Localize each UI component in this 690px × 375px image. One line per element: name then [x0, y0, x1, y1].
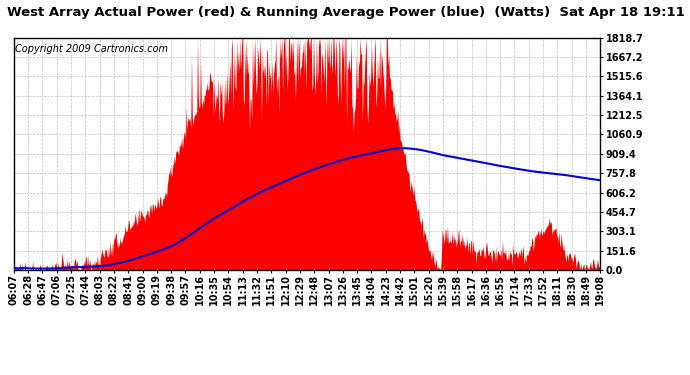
Text: West Array Actual Power (red) & Running Average Power (blue)  (Watts)  Sat Apr 1: West Array Actual Power (red) & Running …	[7, 6, 684, 19]
Text: Copyright 2009 Cartronics.com: Copyright 2009 Cartronics.com	[15, 45, 168, 54]
